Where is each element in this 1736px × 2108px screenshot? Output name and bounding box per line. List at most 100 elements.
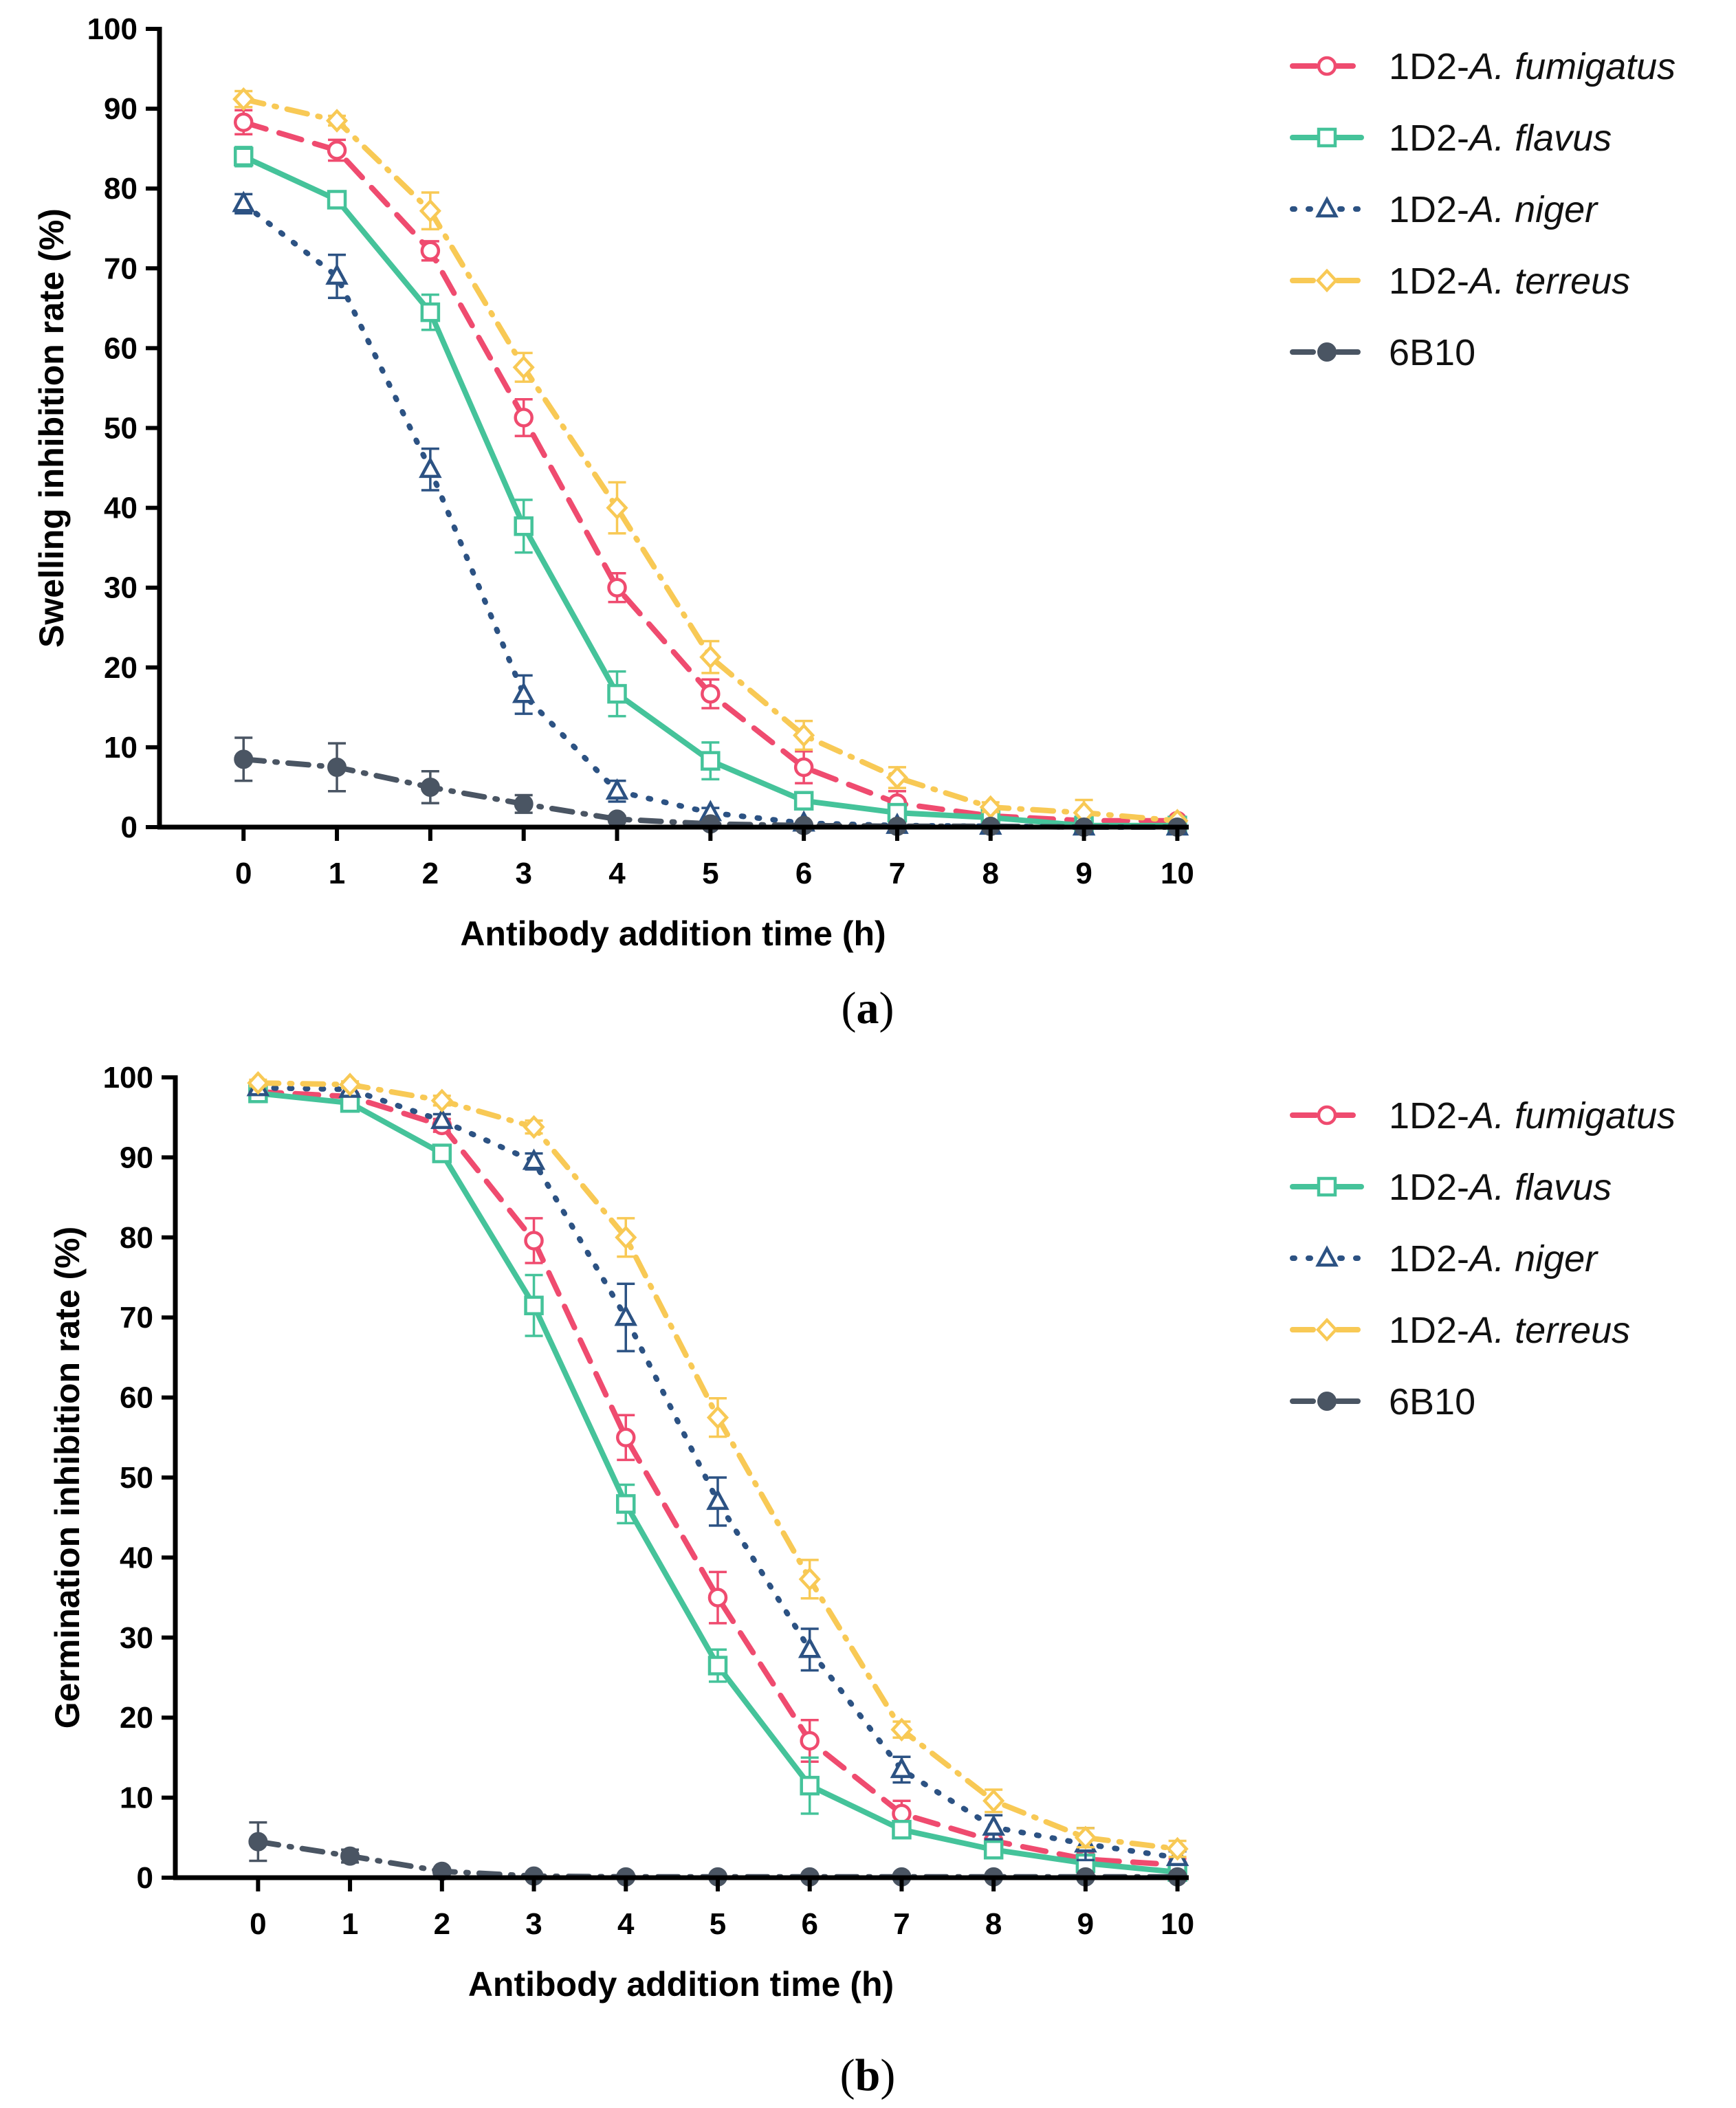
data-point (606, 496, 628, 520)
legend-marker (1317, 1176, 1337, 1197)
series-line (241, 153, 1180, 828)
legend-marker (1317, 1105, 1337, 1126)
data-point (420, 241, 441, 261)
data-point (430, 1088, 453, 1113)
x-tick-label: 4 (608, 857, 626, 890)
series-3 (232, 87, 1189, 833)
y-tick-label: 50 (104, 412, 138, 446)
legend-label: 1D2-A. niger (1389, 189, 1598, 230)
x-tick-label: 6 (801, 1907, 817, 1941)
x-tick-label: 3 (525, 1907, 542, 1941)
data-point (419, 457, 442, 479)
series-line (255, 1080, 1180, 1852)
x-tick-label: 7 (889, 857, 905, 890)
legend-item: 1D2-A. terreus (1290, 1310, 1630, 1351)
x-tick-label: 1 (342, 1907, 358, 1941)
x-tick-label: 10 (1161, 1907, 1194, 1941)
data-point (983, 1840, 1004, 1860)
data-point (707, 1656, 728, 1676)
x-tick-label: 9 (1077, 1907, 1094, 1941)
data-point (247, 1071, 270, 1095)
data-point (1166, 1836, 1189, 1861)
data-point (800, 1731, 820, 1751)
data-point (707, 1588, 728, 1607)
legend-label-species: A. niger (1467, 1238, 1598, 1280)
data-point (514, 794, 534, 814)
data-point (701, 751, 721, 771)
legend-marker (1317, 342, 1337, 362)
series-3 (247, 1071, 1189, 1861)
legend-label: 1D2-A. niger (1389, 1238, 1598, 1280)
series-line (255, 1089, 1180, 1868)
x-tick-label: 8 (982, 857, 999, 890)
legend-item: 1D2-A. flavus (1290, 118, 1612, 159)
data-point (982, 1788, 1005, 1813)
y-tick-label: 100 (103, 1061, 153, 1095)
y-tick-label: 60 (104, 331, 138, 365)
y-tick-label: 10 (120, 1781, 153, 1815)
data-point (325, 263, 349, 285)
legend-label: 1D2-A. terreus (1389, 1310, 1630, 1351)
x-tick-label: 8 (985, 1907, 1002, 1941)
legend-item: 1D2-A. fumigatus (1290, 1095, 1675, 1137)
data-point (607, 683, 627, 704)
legend-label: 1D2-A. flavus (1389, 118, 1612, 159)
legend-label-prefix: 1D2- (1389, 118, 1469, 159)
legend-item: 1D2-A. terreus (1290, 261, 1630, 302)
legend-label-species: A. fumigatus (1467, 1095, 1675, 1137)
data-point (982, 1814, 1005, 1836)
series-0 (233, 109, 1187, 831)
series-line (255, 1085, 1180, 1860)
legend-label-species: A. fumigatus (1467, 46, 1675, 87)
x-tick-label: 0 (250, 1907, 266, 1941)
data-point (798, 1567, 821, 1592)
y-axis-title: Swelling inhibition rate (%) (32, 208, 71, 648)
legend-item: 1D2-A. niger (1290, 1238, 1598, 1280)
data-point (615, 1225, 637, 1250)
y-tick-label: 10 (104, 731, 138, 765)
panel-b-caption: (b) (840, 2050, 896, 2100)
data-point (522, 1148, 546, 1170)
legend-label: 1D2-A. flavus (1389, 1167, 1612, 1208)
y-tick-label: 30 (120, 1621, 153, 1655)
series-line (241, 201, 1180, 830)
legend-marker (1315, 196, 1339, 218)
x-tick-label: 9 (1075, 857, 1092, 890)
data-point (512, 681, 536, 703)
data-point (699, 645, 722, 670)
legend-marker (1315, 1245, 1339, 1267)
data-point (614, 1304, 638, 1326)
legend-label-prefix: 1D2- (1389, 1310, 1469, 1351)
legend-label-prefix: 1D2- (1389, 1095, 1469, 1137)
data-point (523, 1115, 545, 1139)
legend-label: 6B10 (1389, 332, 1475, 373)
series-2 (246, 1075, 1189, 1867)
data-point (701, 683, 721, 704)
data-point (340, 1846, 360, 1866)
legend-label-species: A. flavus (1467, 118, 1612, 159)
legend-item: 6B10 (1290, 332, 1475, 373)
data-point (616, 1427, 636, 1448)
series-2 (232, 190, 1189, 836)
data-point (420, 777, 440, 797)
data-point (327, 757, 347, 777)
legend-label-prefix: 1D2- (1389, 46, 1469, 87)
panel-a-chart: 0 10 20 30 40 50 60 70 80 90 100 0 1 2 3 4 5 6 7 8 9 10 Antibo… (32, 12, 1675, 953)
legend-label-prefix: 6B10 (1389, 1381, 1475, 1423)
legend-label-species: A. niger (1467, 189, 1598, 230)
data-point (706, 1489, 729, 1511)
series-line (241, 96, 1180, 824)
data-point (514, 408, 534, 428)
data-point (605, 778, 629, 800)
series-line (241, 756, 1180, 830)
x-tick-label: 6 (795, 857, 812, 890)
x-tick-label: 2 (422, 857, 439, 890)
legend-label-species: A. flavus (1467, 1167, 1612, 1208)
y-tick-label: 70 (120, 1301, 153, 1335)
data-point (890, 1757, 914, 1779)
y-tick-label: 30 (104, 571, 138, 605)
data-point (232, 190, 256, 212)
data-point (800, 1775, 820, 1796)
